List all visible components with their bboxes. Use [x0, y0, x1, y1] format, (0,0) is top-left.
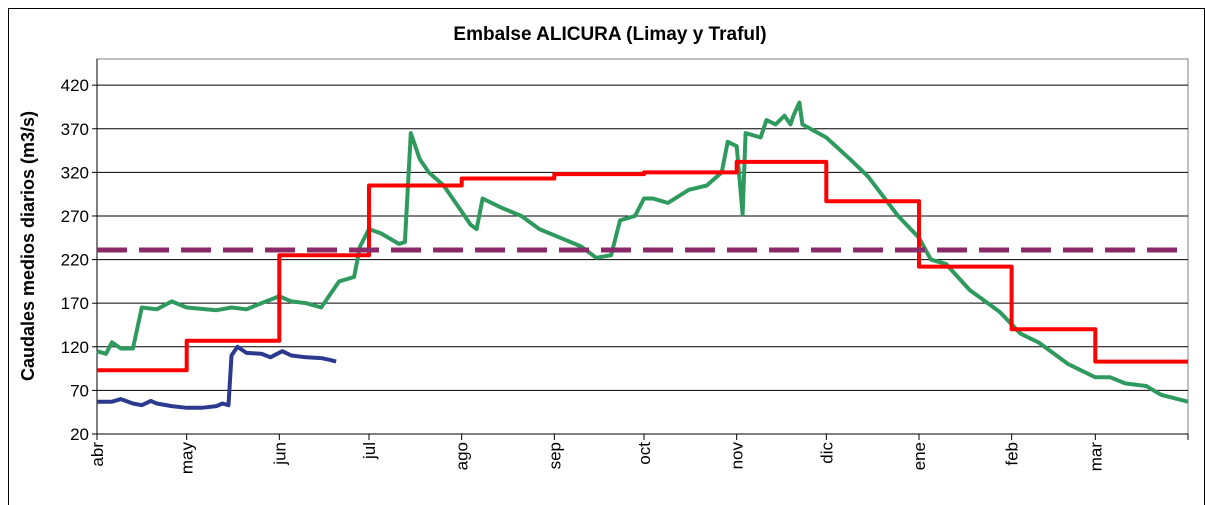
chart-title: Embalse ALICURA (Limay y Traful) [453, 24, 766, 45]
y-tick-label: 270 [61, 207, 89, 226]
y-tick-label: 320 [61, 163, 89, 182]
y-tick-label: 420 [61, 76, 89, 95]
x-tick-label: sep [545, 442, 564, 469]
x-tick-label: nov [728, 442, 747, 470]
series-line [97, 159, 1188, 373]
y-axis-label: Caudales medios diarios (m3/s) [18, 111, 38, 381]
y-tick-label: 220 [61, 251, 89, 270]
y-tick-label: 120 [61, 338, 89, 357]
x-tick-label: ago [453, 442, 472, 470]
x-tick-label: oct [635, 442, 654, 465]
x-tick-label: may [178, 442, 197, 475]
x-tick-label: jun [270, 442, 289, 466]
y-tick-label: 170 [61, 294, 89, 313]
plot-area [96, 58, 1189, 435]
y-tick-label: 20 [70, 425, 89, 444]
y-tick-label: 370 [61, 120, 89, 139]
x-tick-label: feb [1003, 442, 1022, 466]
x-tick-label: jul [360, 442, 379, 460]
x-tick-label: dic [817, 442, 836, 464]
series-line [96, 100, 1189, 404]
y-tick-label: 70 [70, 381, 89, 400]
x-tick-label: ene [910, 442, 929, 470]
x-tick-label: abr [88, 442, 107, 467]
x-tick-label: mar [1086, 442, 1105, 472]
series-line [97, 344, 337, 410]
